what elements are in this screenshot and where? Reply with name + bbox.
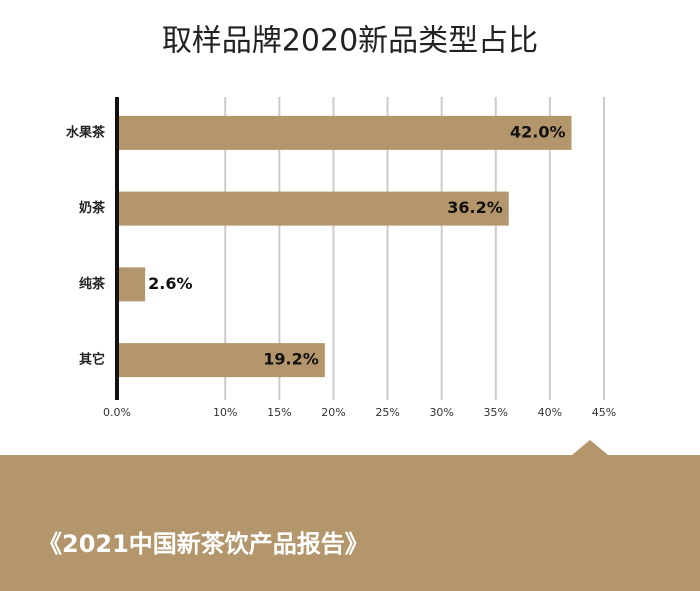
value-label: 42.0%	[510, 122, 566, 141]
x-tick-label: 20%	[321, 406, 345, 419]
x-tick-label: 25%	[375, 406, 399, 419]
x-tick-label: 0.0%	[103, 406, 131, 419]
value-label: 19.2%	[263, 350, 319, 369]
y-tick-label: 奶茶	[78, 200, 106, 216]
y-tick-label: 水果茶	[66, 124, 106, 140]
bar	[117, 115, 572, 150]
x-tick-label: 40%	[538, 406, 562, 419]
y-tick-label: 其它	[79, 352, 105, 368]
bar	[117, 191, 509, 226]
x-tick-label: 10%	[213, 406, 237, 419]
bar	[117, 343, 325, 378]
footer-banner	[0, 440, 700, 591]
value-label: 36.2%	[447, 198, 503, 217]
bar	[117, 267, 146, 302]
x-tick-label: 30%	[429, 406, 453, 419]
footer-text: 《2021中国新茶饮产品报告》	[38, 530, 369, 558]
y-tick-label: 纯茶	[79, 276, 106, 292]
x-tick-label: 35%	[484, 406, 508, 419]
value-label: 2.6%	[148, 274, 192, 293]
chart-title: 取样品牌2020新品类型占比	[162, 24, 538, 59]
x-tick-label: 15%	[267, 406, 291, 419]
x-tick-label: 45%	[592, 406, 616, 419]
